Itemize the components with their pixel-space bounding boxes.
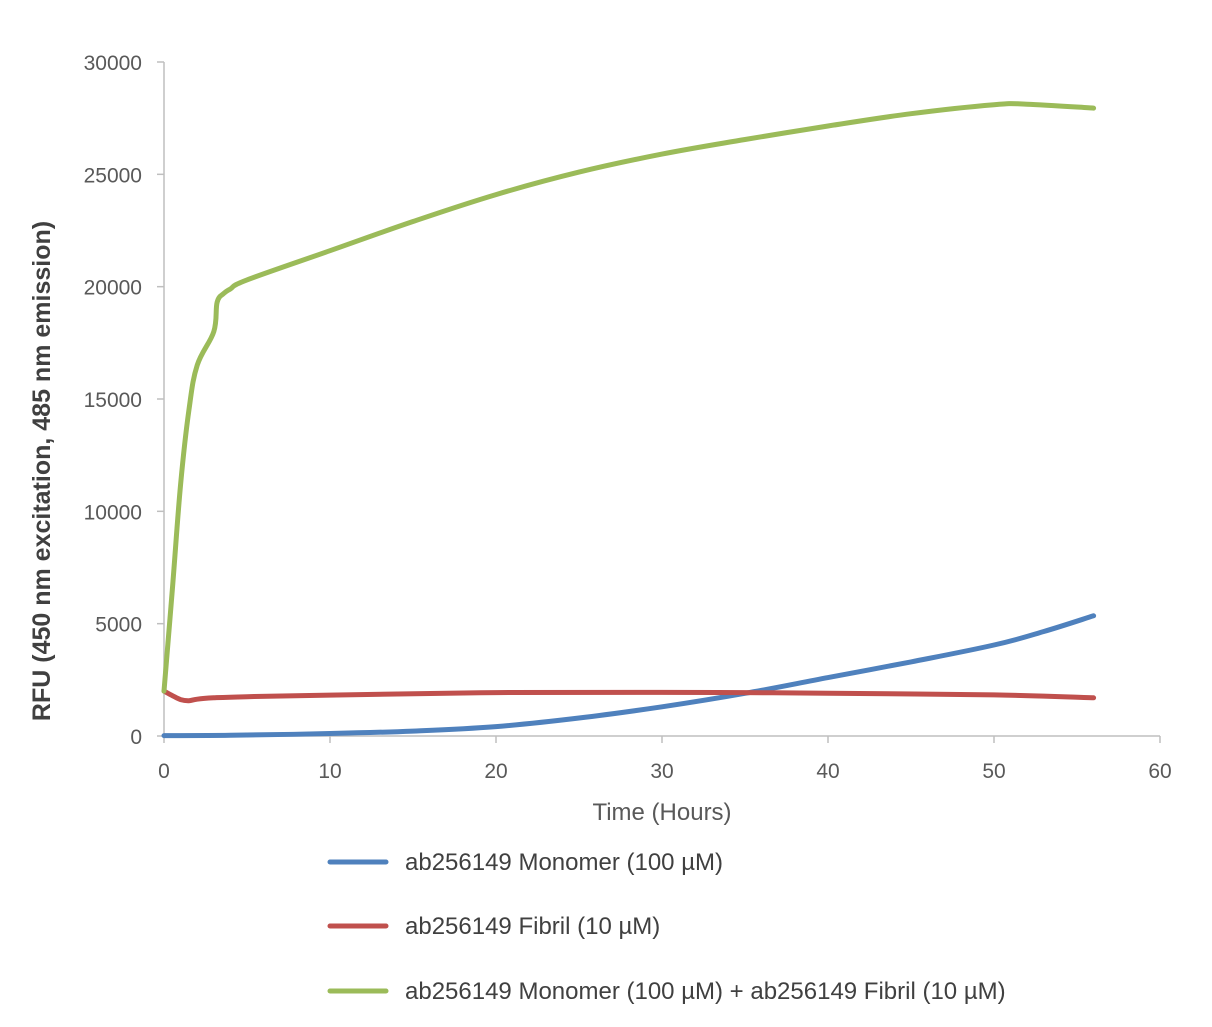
x-tick-label: 10 (318, 760, 341, 783)
x-tick-label: 30 (650, 760, 673, 783)
axes (163, 62, 1160, 737)
legend-item-monomer: ab256149 Monomer (100 µM) (327, 849, 723, 876)
y-tick-label: 30000 (84, 52, 142, 75)
y-tick-label: 20000 (84, 277, 142, 300)
x-tick-label: 50 (982, 760, 1005, 783)
legend-item-fibril: ab256149 Fibril (10 µM) (327, 913, 660, 940)
x-axis-title: Time (Hours) (592, 799, 731, 826)
series-line-combined (161, 101, 1097, 694)
series-lines (161, 101, 1097, 739)
series-line-fibril (161, 688, 1097, 704)
legend-label-combined: ab256149 Monomer (100 µM) + ab256149 Fib… (405, 978, 1006, 1005)
legend-item-combined: ab256149 Monomer (100 µM) + ab256149 Fib… (327, 978, 1006, 1005)
series-line-monomer (161, 613, 1097, 739)
x-tick-label: 40 (816, 760, 839, 783)
legend-label-fibril: ab256149 Fibril (10 µM) (405, 913, 660, 940)
x-tick-label: 60 (1148, 760, 1171, 783)
x-tick-label: 0 (158, 760, 170, 783)
y-tick-label: 5000 (95, 614, 142, 637)
x-tick-label: 20 (484, 760, 507, 783)
ticks: 0 10 20 30 40 50 60 0 5000 10000 15000 20000 25000 30… (84, 52, 1172, 783)
y-tick-label: 25000 (84, 164, 142, 187)
y-tick-label: 10000 (84, 501, 142, 524)
y-axis-title: RFU (450 nm excitation, 485 nm emission) (28, 221, 56, 721)
legend: ab256149 Monomer (100 µM) ab256149 Fibri… (327, 849, 1006, 1005)
y-tick-label: 0 (130, 726, 142, 749)
legend-label-monomer: ab256149 Monomer (100 µM) (405, 849, 723, 876)
y-tick-label: 15000 (84, 389, 142, 412)
